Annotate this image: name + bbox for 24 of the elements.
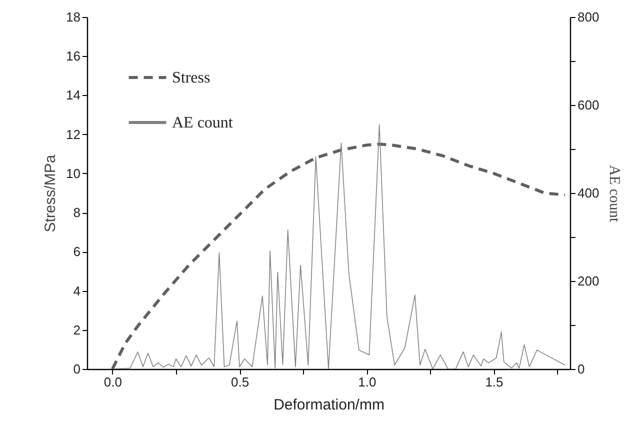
x-tick-label: 1.0 xyxy=(358,374,376,390)
y2-axis-title: AE count xyxy=(606,164,622,223)
y-tick-label: 12 xyxy=(66,126,80,142)
y-tick-label: 18 xyxy=(66,10,80,24)
y-axis-title: Stress/MPa xyxy=(42,154,60,232)
y-tick-label: 14 xyxy=(66,88,80,103)
x-tick-label: 0.5 xyxy=(230,374,250,390)
y2-tick-label: 600 xyxy=(578,98,600,112)
y-tick-label: 2 xyxy=(73,322,80,338)
y2-tick-label: 400 xyxy=(578,186,600,200)
legend-label: AE count xyxy=(172,114,234,132)
y2-tick-label: 0 xyxy=(578,362,585,376)
y-tick-label: 6 xyxy=(73,244,80,260)
y-tick-label: 0 xyxy=(73,362,80,376)
x-axis-title: Deformation/mm xyxy=(274,396,384,414)
legend-label: Stress xyxy=(172,70,210,86)
y2-tick-label: 800 xyxy=(578,10,600,24)
y-tick-label: 4 xyxy=(73,283,80,298)
y-tick-label: 16 xyxy=(66,48,80,64)
x-tick-label: 1.5 xyxy=(485,374,504,390)
y-tick-label: 8 xyxy=(73,205,80,220)
y2-tick-label: 200 xyxy=(578,274,600,288)
x-tick-label: 0.0 xyxy=(104,374,122,390)
y-tick-label: 10 xyxy=(66,166,80,181)
